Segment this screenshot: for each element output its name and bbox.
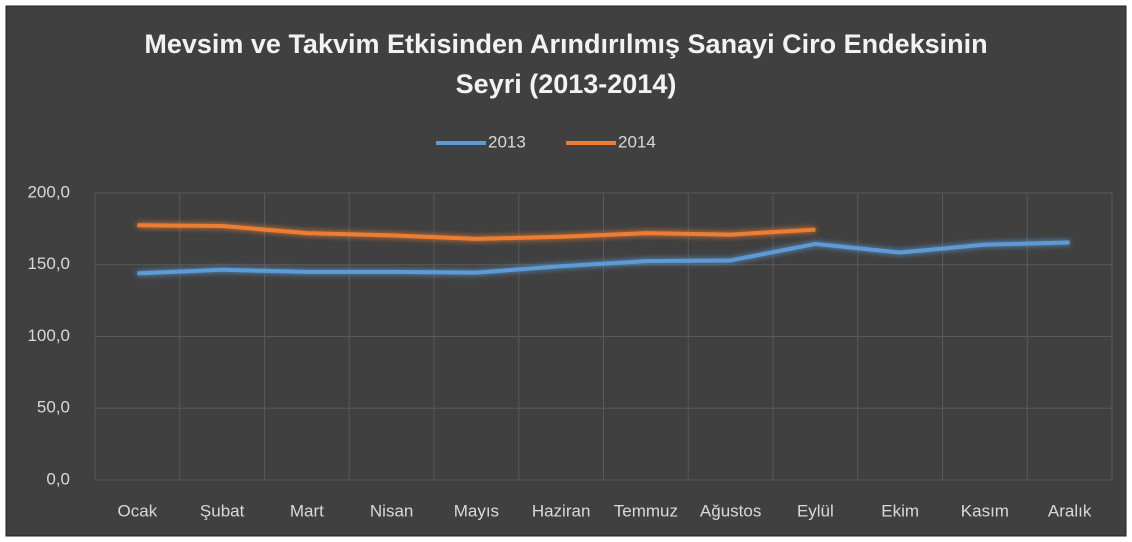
x-tick-label: Aralık [1048, 501, 1092, 520]
x-tick-label: Şubat [200, 501, 245, 520]
series-line [137, 223, 816, 241]
x-tick-label: Mart [290, 501, 324, 520]
series-line [137, 240, 1070, 276]
x-tick-label: Ağustos [700, 501, 761, 520]
y-tick-label: 150,0 [27, 254, 70, 273]
x-tick-label: Ekim [881, 501, 919, 520]
legend-label: 2013 [488, 132, 526, 151]
legend-label: 2014 [618, 132, 656, 151]
x-tick-label: Ocak [118, 501, 158, 520]
x-tick-label: Mayıs [454, 501, 499, 520]
y-tick-label: 200,0 [27, 182, 70, 201]
x-tick-label: Eylül [797, 501, 834, 520]
x-tick-label: Kasım [961, 501, 1009, 520]
x-tick-label: Haziran [532, 501, 591, 520]
y-tick-label: 0,0 [46, 469, 70, 488]
chart-title: Mevsim ve Takvim Etkisinden Arındırılmış… [144, 29, 988, 99]
y-tick-label: 100,0 [27, 326, 70, 345]
x-tick-label: Temmuz [614, 501, 678, 520]
y-tick-label: 50,0 [37, 398, 70, 417]
x-tick-label: Nisan [370, 501, 413, 520]
